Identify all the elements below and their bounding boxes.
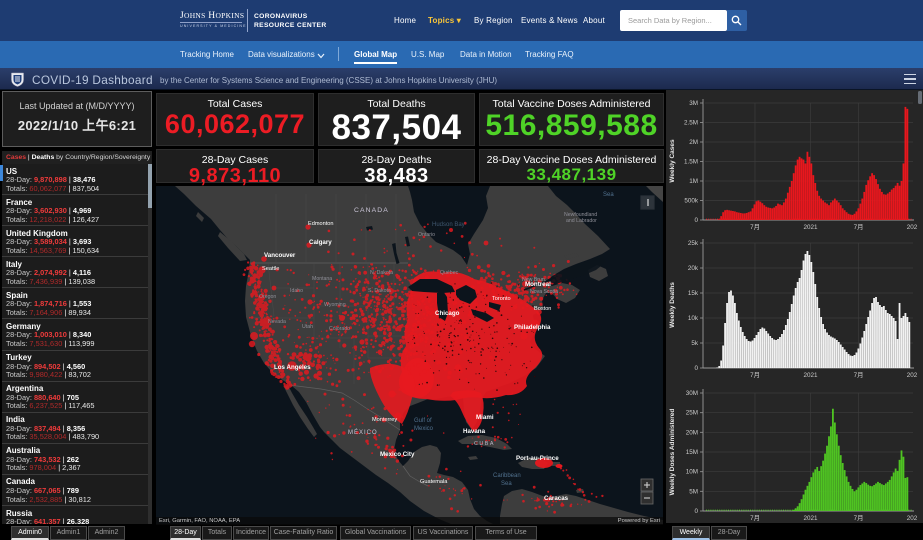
svg-text:Mexico City: Mexico City <box>380 451 415 458</box>
svg-text:Monterrey: Monterrey <box>372 417 397 423</box>
svg-text:500k: 500k <box>684 198 699 205</box>
svg-text:CUBA: CUBA <box>474 441 495 447</box>
svg-text:2.5M: 2.5M <box>684 120 698 127</box>
svg-text:Québec: Québec <box>440 270 459 276</box>
svg-text:20k: 20k <box>688 265 699 272</box>
svg-text:1M: 1M <box>689 178 698 185</box>
svg-text:MÉXICO: MÉXICO <box>348 429 378 436</box>
svg-text:Montreal: Montreal <box>525 281 551 288</box>
svg-text:Vancouver: Vancouver <box>264 252 296 259</box>
svg-text:0: 0 <box>694 365 698 372</box>
svg-text:Colorado: Colorado <box>329 326 350 332</box>
svg-text:Edmonton: Edmonton <box>308 221 334 227</box>
svg-text:Montana: Montana <box>312 276 332 282</box>
svg-text:Seattle: Seattle <box>262 266 279 272</box>
svg-text:Los Angeles: Los Angeles <box>274 364 311 371</box>
svg-text:CANADA: CANADA <box>354 207 389 214</box>
svg-text:10k: 10k <box>688 315 699 322</box>
svg-text:Sea: Sea <box>501 481 512 487</box>
svg-text:Hudson Bay: Hudson Bay <box>432 222 465 228</box>
svg-text:Oregon: Oregon <box>259 294 276 300</box>
svg-text:New Brun.: New Brun. <box>522 277 546 283</box>
svg-text:Port-au-Prince: Port-au-Prince <box>516 455 559 462</box>
svg-text:Nevada: Nevada <box>268 319 286 325</box>
svg-text:202: 202 <box>907 224 918 231</box>
svg-text:Calgary: Calgary <box>309 239 332 246</box>
svg-text:25M: 25M <box>686 410 698 417</box>
svg-text:Wyoming: Wyoming <box>324 302 346 308</box>
svg-text:0: 0 <box>694 217 698 224</box>
svg-text:Utah: Utah <box>302 324 313 330</box>
svg-text:5k: 5k <box>691 340 699 347</box>
svg-text:S. Dakota: S. Dakota <box>368 288 391 294</box>
svg-text:3M: 3M <box>689 100 698 107</box>
svg-text:Guatemala: Guatemala <box>420 479 448 485</box>
svg-text:20M: 20M <box>686 429 698 436</box>
svg-text:Idaho: Idaho <box>290 288 303 294</box>
svg-text:7月: 7月 <box>750 371 760 379</box>
svg-text:7月: 7月 <box>854 371 864 379</box>
svg-text:2021: 2021 <box>803 224 818 231</box>
svg-text:Toronto: Toronto <box>492 296 511 302</box>
svg-text:Sea: Sea <box>603 192 614 198</box>
svg-text:2M: 2M <box>689 139 698 146</box>
svg-text:N. Dakota: N. Dakota <box>370 270 393 276</box>
svg-text:Havana: Havana <box>463 428 486 435</box>
svg-text:7月: 7月 <box>750 223 760 231</box>
svg-text:Ontario: Ontario <box>418 232 435 238</box>
svg-text:10M: 10M <box>686 469 698 476</box>
svg-text:Weekly Deaths: Weekly Deaths <box>669 282 676 328</box>
svg-text:15M: 15M <box>686 449 698 456</box>
svg-text:Mexico: Mexico <box>414 426 434 432</box>
svg-text:Weekly Doses Administered: Weekly Doses Administered <box>669 409 676 496</box>
svg-text:Boston: Boston <box>534 306 551 312</box>
svg-text:1.5M: 1.5M <box>684 159 698 166</box>
svg-text:202: 202 <box>907 372 918 379</box>
svg-text:7月: 7月 <box>854 514 864 522</box>
svg-text:Caracas: Caracas <box>544 495 569 502</box>
svg-text:0: 0 <box>694 508 698 515</box>
svg-text:25k: 25k <box>688 240 699 247</box>
svg-text:Nova Scotia: Nova Scotia <box>530 289 558 295</box>
svg-text:Chicago: Chicago <box>435 310 460 317</box>
svg-text:2021: 2021 <box>803 515 818 522</box>
svg-text:Philadelphia: Philadelphia <box>514 324 551 331</box>
svg-text:202: 202 <box>907 515 918 522</box>
svg-text:30M: 30M <box>686 390 698 397</box>
svg-text:and Labrador: and Labrador <box>566 218 597 224</box>
svg-text:Weekly Cases: Weekly Cases <box>669 139 676 183</box>
svg-text:7月: 7月 <box>854 223 864 231</box>
svg-text:5M: 5M <box>689 488 698 495</box>
svg-text:Caribbean: Caribbean <box>493 473 521 479</box>
svg-text:2021: 2021 <box>803 372 818 379</box>
svg-text:15k: 15k <box>688 290 699 297</box>
svg-text:Gulf of: Gulf of <box>414 418 432 424</box>
svg-text:Newfoundland: Newfoundland <box>564 212 597 218</box>
svg-text:Miami: Miami <box>476 414 494 421</box>
svg-text:7月: 7月 <box>750 514 760 522</box>
